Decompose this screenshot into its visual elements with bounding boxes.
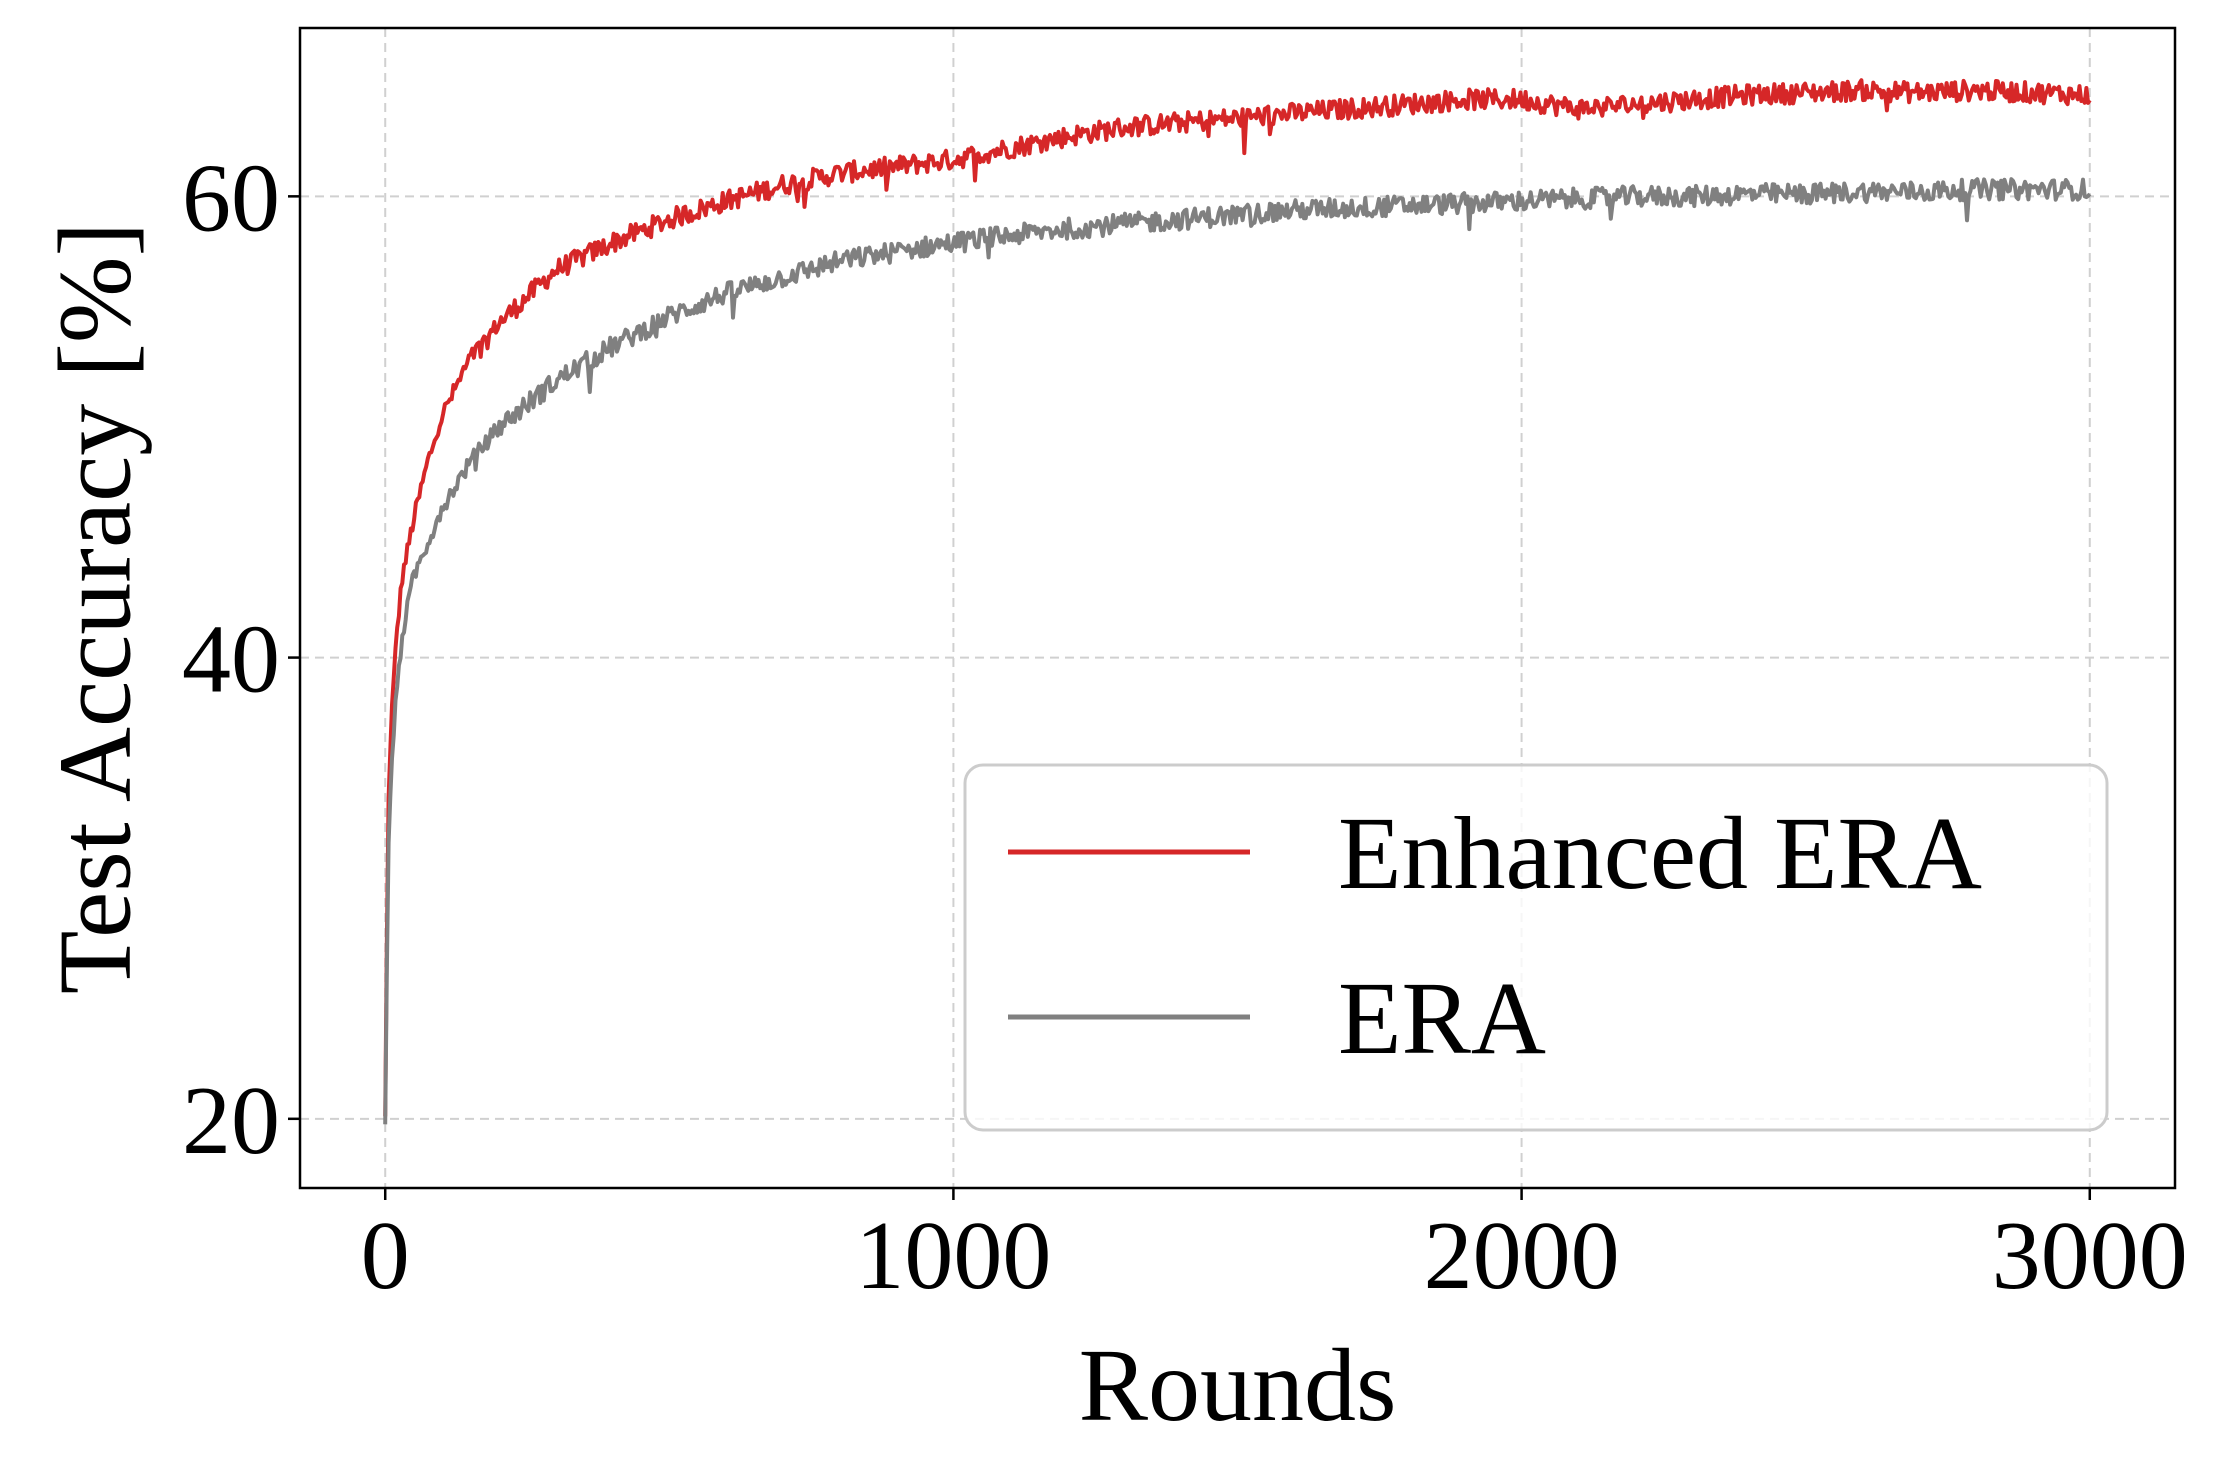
y-axis-label: Test Accuracy [%]: [38, 222, 153, 994]
legend-label-era: ERA: [1338, 961, 1546, 1076]
series-line-enhanced-era: [383, 78, 2092, 1117]
plot-area-frame: [298, 26, 2177, 1190]
y-tick-label-1: 40: [182, 606, 280, 714]
x-tick-label-3: 3000: [1992, 1202, 2188, 1310]
legend-box: [963, 763, 2109, 1132]
series-layer: [383, 78, 2092, 1125]
y-tick-label-0: 20: [182, 1067, 280, 1175]
y-tick-label-2: 60: [182, 144, 280, 252]
x-axis-label: Rounds: [1079, 1328, 1397, 1443]
axis-ticks: 0 1000 2000 3000 20 40 60: [182, 144, 2188, 1310]
x-tick-label-1: 1000: [855, 1202, 1051, 1310]
legend-label-enhanced-era: Enhanced ERA: [1338, 796, 1982, 911]
series-line-era: [383, 177, 2092, 1125]
legend: Enhanced ERA ERA: [963, 763, 2109, 1132]
x-tick-label-0: 0: [361, 1202, 410, 1310]
x-tick-label-2: 2000: [1424, 1202, 1620, 1310]
